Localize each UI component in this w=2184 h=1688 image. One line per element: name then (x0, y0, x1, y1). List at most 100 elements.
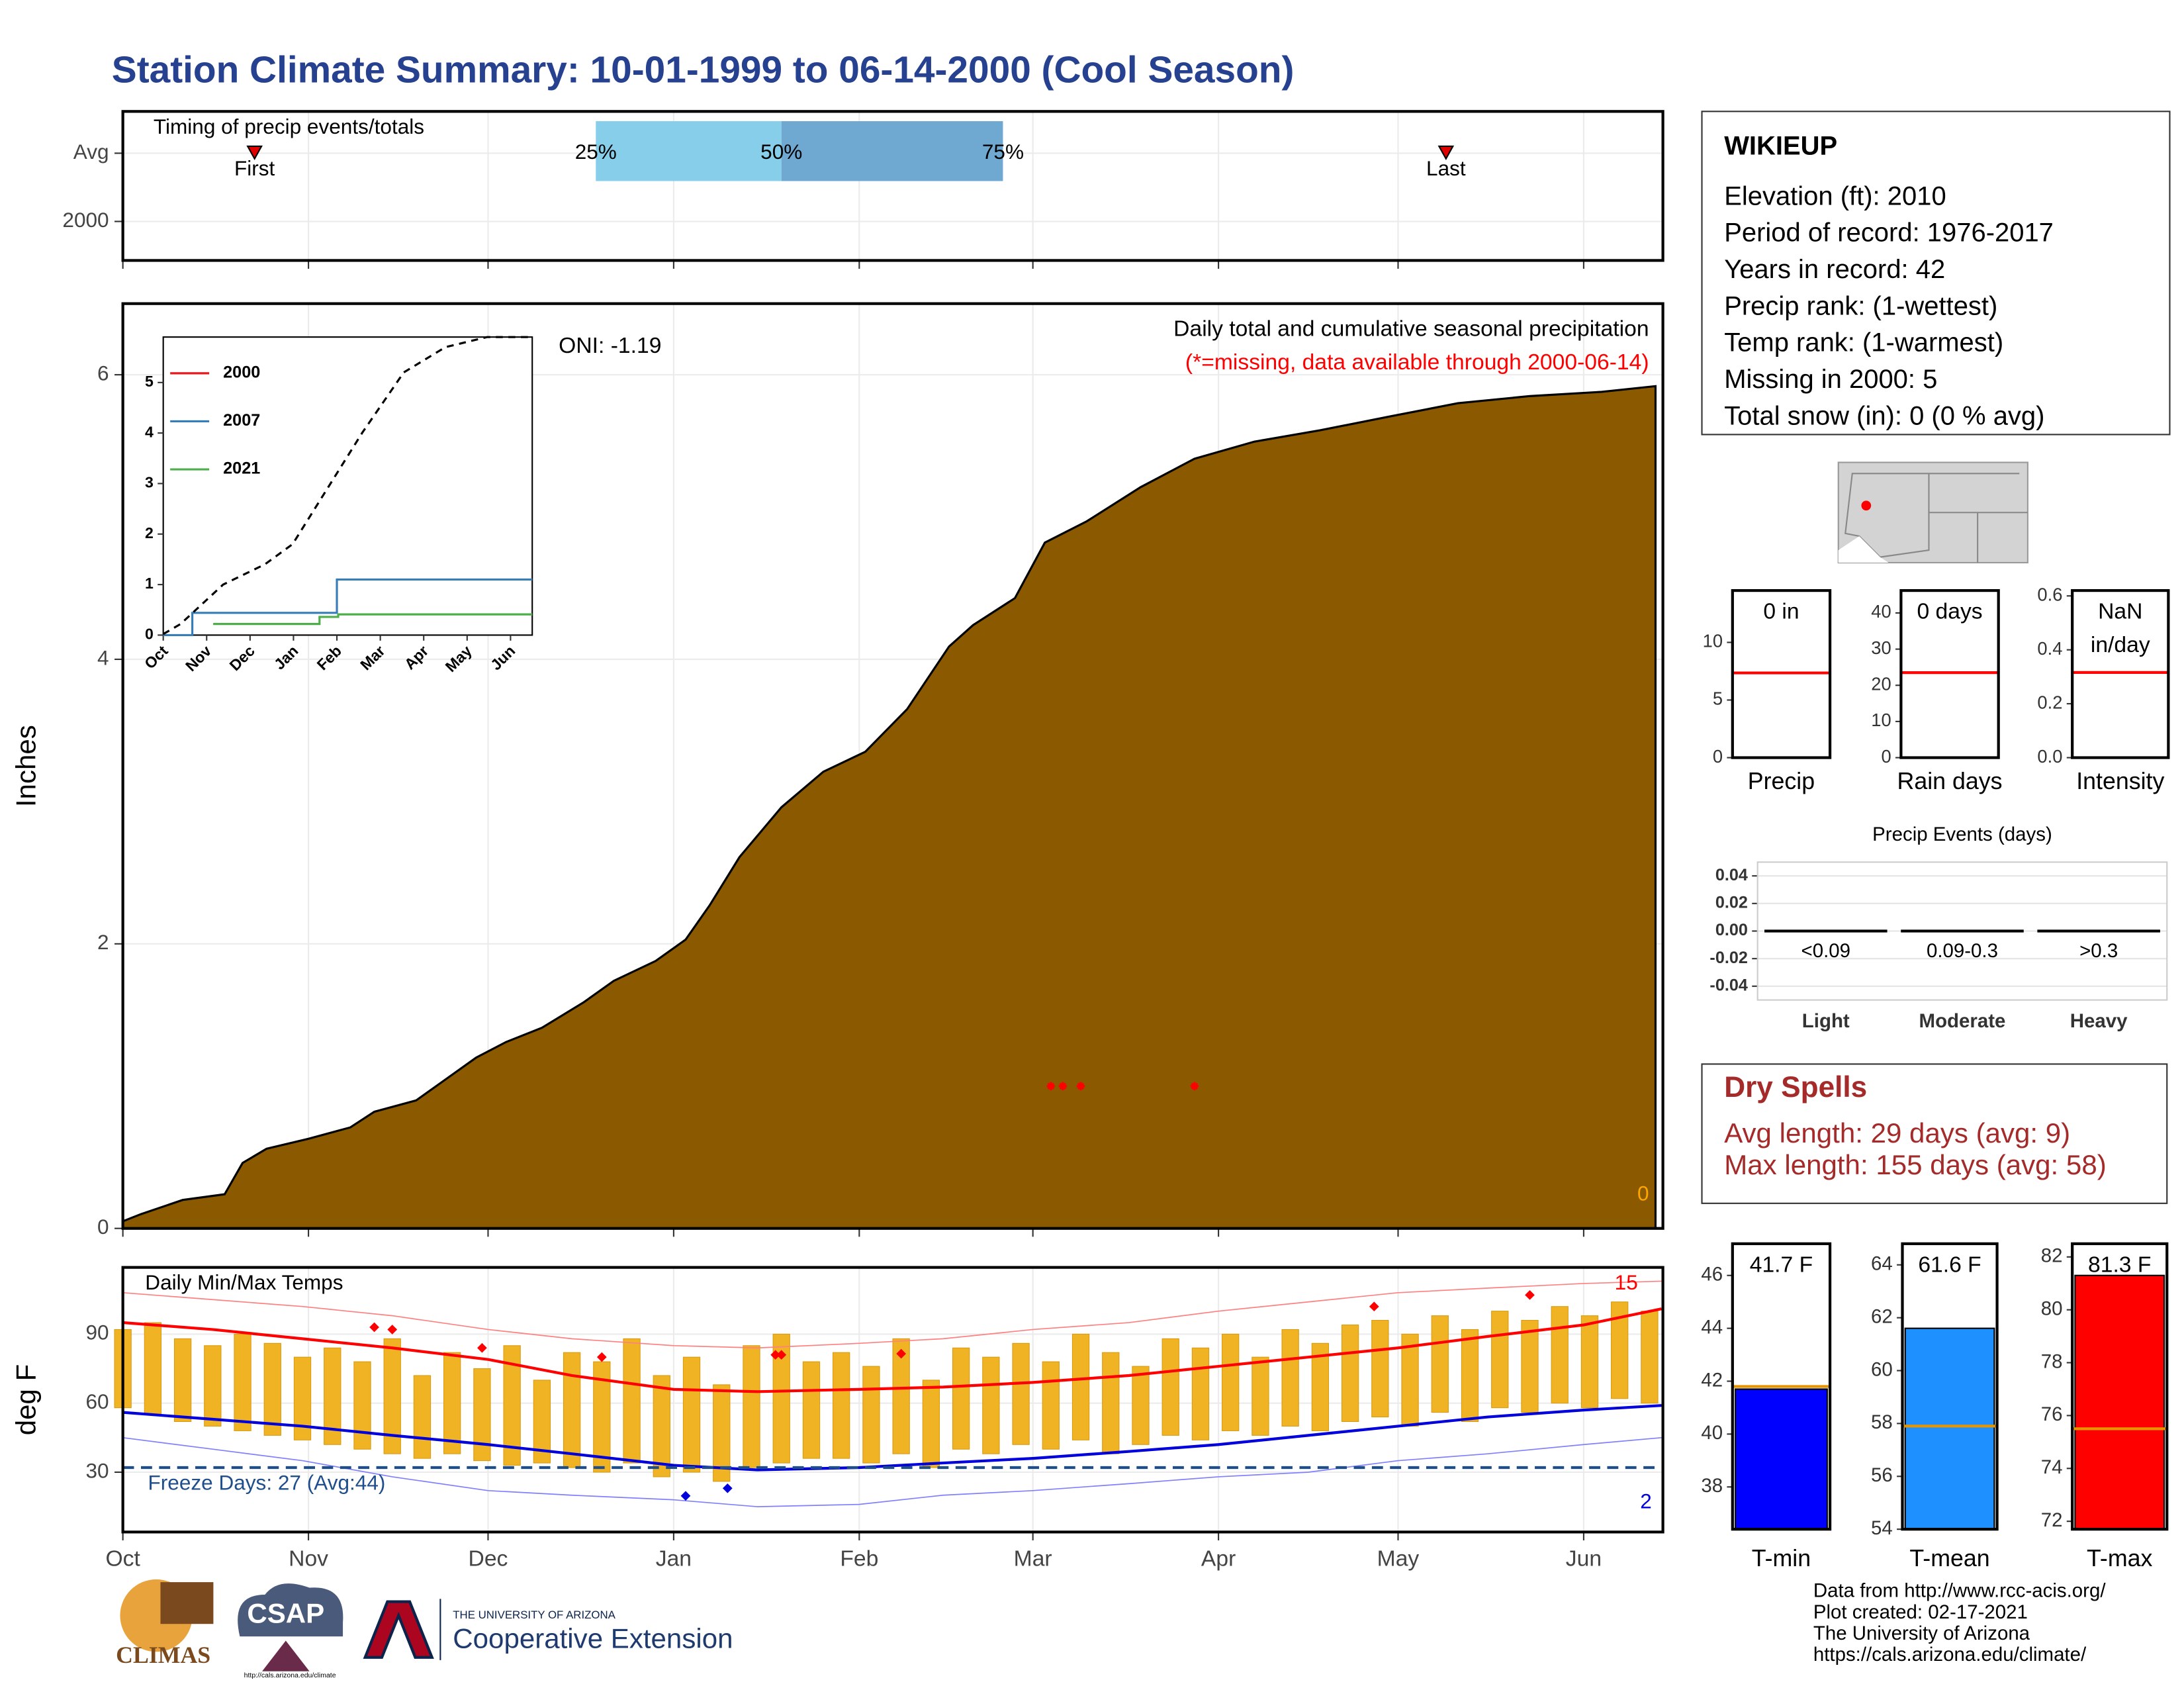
missing-marker (1076, 1082, 1085, 1091)
temp-bar (1042, 1361, 1060, 1450)
corner-label: 0 (1637, 1182, 1649, 1205)
row-label: Avg (73, 140, 109, 164)
panel-border (2071, 1242, 2169, 1531)
y-tick-label: 42 (1701, 1369, 1723, 1391)
csap-mountain (262, 1640, 310, 1671)
extension-name: Cooperative Extension (453, 1623, 733, 1654)
temp-bar (1551, 1306, 1569, 1404)
y-tick-label: 4 (97, 645, 109, 669)
temp-bar (1132, 1366, 1150, 1445)
panel (1901, 590, 1999, 758)
ua-name: THE UNIVERSITY OF ARIZONA (453, 1609, 615, 1621)
value-label: 81.3 F (2088, 1252, 2151, 1277)
x-tick-label: Jan (656, 1546, 692, 1571)
y-tick-label: 10 (1871, 710, 1891, 730)
temp-bar (263, 1342, 281, 1436)
category-label: Rain days (1897, 768, 2003, 794)
y-tick-label: 20 (1871, 673, 1891, 694)
y-tick-label: 30 (1871, 637, 1891, 658)
y-tick-label: 0 (145, 626, 154, 643)
y-tick-label: 30 (86, 1458, 109, 1482)
temp-bar (1431, 1315, 1449, 1413)
temp-bar (653, 1375, 670, 1477)
y-tick-label: 78 (2041, 1350, 2063, 1372)
x-tick-label: May (1377, 1546, 1420, 1571)
temp-bar (1371, 1320, 1389, 1418)
quartile-label: 25% (575, 140, 617, 164)
oni-label: ONI: -1.19 (559, 334, 661, 358)
temp-line (122, 1404, 1662, 1472)
inset-line (162, 336, 531, 635)
y-tick-label: 0.04 (1715, 866, 1748, 884)
bin-label: >0.3 (2079, 940, 2118, 962)
missing-marker (1190, 1082, 1199, 1091)
legend-label: 2000 (223, 363, 260, 382)
footer-line: https://cals.arizona.edu/climate/ (1813, 1644, 2087, 1665)
temp-bar (413, 1375, 432, 1459)
csap-cloud (238, 1583, 343, 1637)
y-tick-label: 40 (1871, 601, 1891, 622)
quartile-label: 50% (760, 140, 802, 164)
y-tick-label: 76 (2041, 1403, 2063, 1425)
station-name: WIKIEUP (1724, 132, 1837, 161)
y-axis-label: deg F (11, 1364, 42, 1436)
bar (1764, 929, 1888, 933)
cumulative-area (122, 385, 1657, 1230)
station-line: Total snow (in): 0 (0 % avg) (1724, 401, 2044, 430)
inset-panel (162, 336, 533, 636)
temp-bar (144, 1322, 162, 1415)
value-label: 61.6 F (1918, 1252, 1981, 1277)
temp-line (122, 1280, 1662, 1349)
y-tick-label: 2 (97, 930, 109, 954)
temp-bar (1222, 1333, 1240, 1431)
y-tick-label: 0.02 (1715, 894, 1748, 912)
record-point (387, 1325, 398, 1335)
timing-label: Last (1426, 156, 1466, 180)
category-label: Precip (1748, 768, 1815, 794)
x-tick-label: Nov (289, 1546, 328, 1571)
y-tick-label: 0.4 (2037, 638, 2062, 659)
y-tick-label: 0.6 (2037, 584, 2062, 604)
map-mexico (1838, 536, 1889, 563)
y-tick-label: 80 (2041, 1297, 2063, 1319)
freeze-label: Freeze Days: 27 (Avg:44) (148, 1471, 386, 1495)
bar (1901, 929, 2024, 933)
station-line: Missing in 2000: 5 (1724, 365, 1937, 394)
category-label: Light (1802, 1010, 1850, 1032)
category-label: T-max (2087, 1545, 2152, 1571)
panel-note: (*=missing, data available through 2000-… (1185, 350, 1649, 375)
temp-bar (563, 1352, 581, 1468)
temp-bar (473, 1368, 491, 1462)
value-label: NaN (2098, 600, 2142, 624)
annotation: 15 (1615, 1270, 1638, 1294)
y-tick-label: 72 (2041, 1509, 2063, 1531)
figure-title: Station Climate Summary: 10-01-1999 to 0… (112, 49, 1295, 91)
temp-bar (1161, 1338, 1179, 1436)
panel (2072, 590, 2169, 758)
timing-marker (1437, 145, 1455, 161)
map (1837, 461, 2028, 564)
record-point (369, 1322, 379, 1333)
temp-bar (1071, 1333, 1090, 1440)
climas-emblem (160, 1582, 214, 1624)
footer-line: Plot created: 02-17-2021 (1813, 1601, 2028, 1623)
y-tick-label: 0.2 (2037, 692, 2062, 712)
row-label: 2000 (62, 208, 109, 232)
temp-line (122, 1307, 1662, 1393)
y-tick-label: 58 (1871, 1411, 1893, 1433)
temp-bar (1521, 1320, 1539, 1413)
footer-line: The University of Arizona (1813, 1622, 2030, 1644)
y-tick-label: 56 (1871, 1464, 1893, 1486)
timing-label: First (234, 156, 275, 180)
station-dot (1861, 500, 1872, 511)
temp-bar (353, 1361, 371, 1450)
panel-border (1901, 1242, 1999, 1531)
temp-bar (802, 1361, 821, 1459)
quartile-box (596, 121, 782, 181)
temp-bar (173, 1338, 192, 1423)
temp-line (122, 1436, 1662, 1507)
x-tick-label: Dec (469, 1546, 508, 1571)
panel-border (1731, 1242, 1832, 1531)
quartile-box (781, 121, 1003, 181)
y-tick-label: 4 (145, 423, 154, 440)
